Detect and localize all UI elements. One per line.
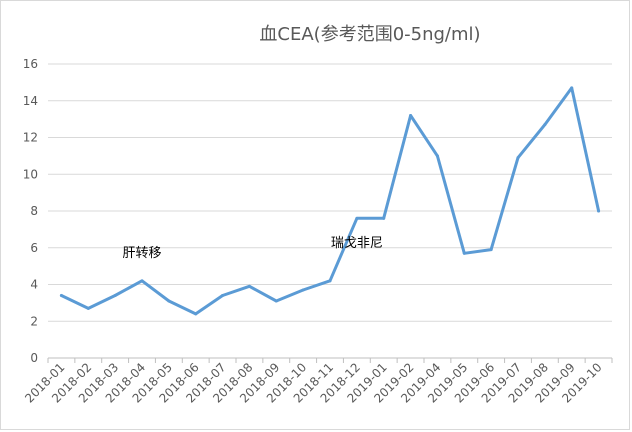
annotations: 肝转移 瑞戈非尼 (122, 236, 382, 261)
data-point (435, 154, 439, 158)
data-point (113, 294, 117, 298)
data-point (86, 306, 90, 310)
data-point (247, 284, 251, 288)
data-point (409, 113, 413, 117)
data-point (140, 279, 144, 283)
y-tick-label: 4 (30, 278, 38, 292)
data-point (516, 156, 520, 160)
x-axis-ticks: 2018-012018-022018-032018-042018-052018-… (22, 358, 613, 406)
y-tick-label: 12 (23, 131, 38, 145)
gridlines (48, 63, 612, 359)
data-point (274, 299, 278, 303)
data-point (382, 216, 386, 220)
data-point (328, 279, 332, 283)
data-point (489, 248, 493, 252)
y-axis-ticks: 0 2 4 6 8 10 12 14 16 (23, 57, 38, 365)
data-point (462, 251, 466, 255)
data-point (194, 312, 198, 316)
y-tick-label: 2 (30, 314, 38, 328)
y-tick-label: 16 (23, 57, 38, 71)
data-point (301, 288, 305, 292)
annotation-label: 肝转移 (122, 246, 161, 261)
y-tick-label: 8 (30, 204, 38, 218)
data-point (597, 209, 601, 213)
y-tick-label: 10 (23, 167, 38, 181)
y-tick-label: 0 (30, 351, 38, 365)
chart-title: 血CEA(参考范围0-5ng/ml) (259, 24, 480, 45)
data-point (59, 294, 63, 298)
y-tick-label: 14 (23, 94, 38, 108)
data-point (543, 123, 547, 127)
annotation-label: 瑞戈非尼 (331, 236, 383, 251)
data-point (167, 299, 171, 303)
data-point (355, 216, 359, 220)
data-point (221, 294, 225, 298)
y-tick-label: 6 (30, 241, 38, 255)
series-group (59, 86, 601, 316)
data-point (570, 86, 574, 90)
